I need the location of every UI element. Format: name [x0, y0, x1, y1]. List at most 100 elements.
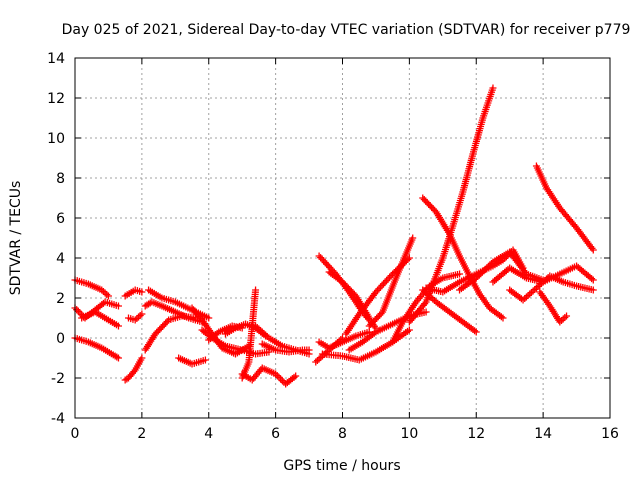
y-tick-label: 12 [47, 91, 65, 107]
data-point [558, 317, 566, 324]
data-point [135, 313, 143, 321]
x-tick-label: 12 [467, 426, 485, 442]
data-point [519, 296, 527, 304]
data-point [313, 357, 321, 364]
series-track-4 [78, 308, 122, 330]
data-point [322, 349, 330, 357]
data-point [318, 255, 326, 263]
data-point [315, 355, 323, 363]
data-point [262, 331, 270, 339]
data-point [324, 262, 332, 270]
plot-frame [74, 57, 611, 419]
data-point [315, 252, 323, 260]
series-track-27 [365, 234, 417, 330]
data-point [532, 284, 540, 292]
data-point [365, 314, 373, 322]
data-point [103, 291, 111, 298]
data-point [526, 290, 534, 298]
y-tick-label: -2 [51, 371, 65, 387]
data-point [471, 327, 479, 335]
series-track-14 [205, 322, 246, 344]
x-tick-label: 10 [400, 426, 418, 442]
data-point [380, 280, 388, 288]
data-point [278, 377, 286, 385]
data-point [522, 293, 530, 301]
data-point [265, 348, 273, 356]
data-point [405, 326, 413, 334]
data-point [317, 254, 325, 262]
series-track-7 [125, 310, 146, 324]
y-tick-label: 4 [56, 251, 65, 267]
x-axis-label: GPS time / hours [283, 458, 400, 474]
data-point [253, 324, 261, 331]
data-point [320, 257, 328, 265]
data-point [429, 295, 437, 303]
data-point [384, 275, 392, 283]
data-point [420, 288, 428, 295]
data-point [541, 277, 549, 284]
series-track-3 [71, 334, 122, 362]
y-tick-label: 0 [56, 331, 65, 347]
x-tick-label: 16 [601, 426, 619, 442]
data-point [99, 288, 107, 295]
data-point [499, 314, 507, 322]
data-point [378, 281, 386, 289]
series-track-36 [532, 162, 597, 254]
series-track-33 [456, 248, 547, 294]
data-point [542, 275, 550, 283]
data-point [98, 286, 106, 294]
data-point [425, 292, 433, 300]
data-point [133, 315, 141, 322]
data-point [489, 84, 497, 92]
data-points [71, 84, 597, 388]
data-point [529, 287, 537, 295]
chart-title: Day 025 of 2021, Sidereal Day-to-day VTE… [62, 22, 631, 38]
data-point [539, 278, 547, 286]
data-point [114, 354, 122, 362]
data-point [258, 328, 266, 336]
data-point [205, 314, 213, 322]
data-point [472, 328, 480, 336]
data-point [409, 234, 417, 242]
data-point [323, 260, 331, 268]
data-point [537, 280, 545, 287]
y-tick-label: -4 [51, 411, 65, 427]
data-point [277, 375, 285, 383]
data-point [213, 329, 221, 337]
data-point [263, 333, 271, 340]
data-point [375, 285, 383, 293]
data-point [138, 354, 146, 362]
data-point [422, 308, 430, 316]
data-point [497, 313, 505, 321]
data-point [138, 288, 146, 296]
x-tick-label: 2 [137, 426, 146, 442]
data-point [74, 307, 82, 315]
series-track-16 [238, 286, 260, 382]
tick-labels: 0 2 4 6 8 10 12 14 16 -4 -2 0 2 4 6 8 10 12 14 [47, 51, 619, 442]
data-point [561, 314, 569, 321]
data-point [589, 286, 597, 294]
data-point [456, 270, 464, 278]
data-point [386, 273, 394, 281]
data-point [257, 327, 265, 334]
data-point [275, 373, 283, 381]
x-tick-label: 14 [534, 426, 552, 442]
series-track-37 [536, 288, 571, 326]
data-point [272, 370, 280, 378]
data-point [255, 325, 263, 333]
data-point [556, 318, 564, 326]
series-track-17 [238, 364, 300, 388]
series-track-29 [405, 84, 497, 326]
data-point [424, 291, 432, 298]
data-point [260, 330, 268, 337]
data-point [559, 315, 567, 323]
y-tick-label: 10 [47, 131, 65, 147]
data-point [534, 283, 542, 290]
data-point [292, 372, 300, 380]
data-point [114, 322, 122, 330]
data-point [163, 318, 171, 326]
data-point [589, 276, 597, 284]
data-point [138, 310, 146, 318]
data-point [290, 373, 298, 381]
series-track-5 [121, 354, 146, 384]
